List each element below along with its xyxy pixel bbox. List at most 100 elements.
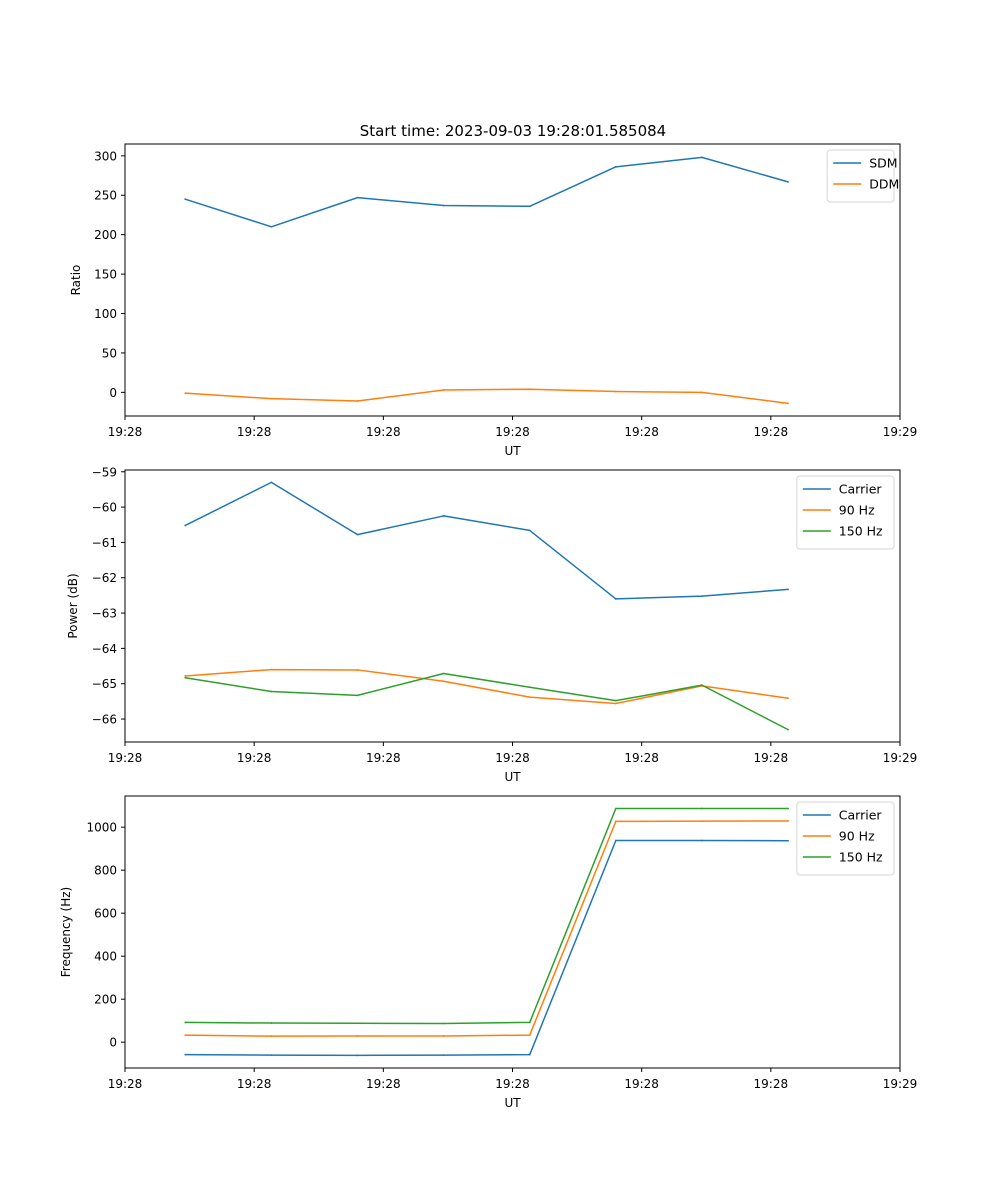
x-tick-label: 19:29	[883, 751, 918, 765]
x-tick-label: 19:28	[108, 751, 143, 765]
data-point	[701, 391, 703, 394]
y-axis-label: Frequency (Hz)	[59, 887, 73, 978]
data-point	[270, 397, 273, 400]
plot-panel-3: 19:28 19:28 19:28 19:28 19:28 19:28 19:29 0 200 4…	[59, 795, 917, 1110]
data-point	[614, 702, 617, 705]
y-tick-label: −63	[92, 607, 117, 621]
data-point	[528, 1034, 531, 1037]
data-point	[442, 389, 445, 391]
data-point	[270, 481, 273, 484]
series-90-hz	[184, 668, 789, 705]
data-point	[184, 675, 187, 677]
y-tick-label: 200	[94, 993, 117, 1007]
data-point	[701, 595, 703, 598]
data-point	[442, 672, 445, 675]
data-point	[701, 820, 703, 823]
y-axis-label: Power (dB)	[66, 573, 80, 638]
data-point	[701, 684, 703, 687]
y-tick-label: 200	[94, 228, 117, 242]
data-point	[528, 696, 531, 699]
x-tick-label: 19:28	[754, 1077, 789, 1091]
data-point	[787, 697, 789, 700]
x-tick-label: 19:29	[883, 425, 918, 439]
y-tick-label: 400	[94, 950, 117, 964]
data-point	[356, 1022, 359, 1025]
y-axis-label: Ratio	[69, 265, 83, 296]
plot-panel-2: 19:28 19:28 19:28 19:28 19:28 19:28 19:29 −66 −6…	[66, 465, 917, 784]
series-line	[185, 668, 789, 705]
y-tick-label: 600	[94, 907, 117, 921]
x-tick-label: 19:28	[237, 1077, 272, 1091]
data-point	[528, 1053, 531, 1056]
data-point	[614, 598, 617, 600]
data-point	[787, 588, 789, 591]
data-point	[184, 1034, 187, 1037]
data-point	[356, 694, 359, 697]
legend: SDM DDM	[826, 149, 899, 203]
data-point	[701, 156, 703, 159]
series-line	[185, 807, 789, 1025]
data-point	[270, 1054, 273, 1056]
legend: Carrier 90 Hz 150 Hz	[796, 801, 895, 876]
data-point	[270, 668, 273, 671]
data-point	[356, 400, 359, 402]
y-tick-label: −59	[92, 465, 117, 479]
x-tick-label: 19:28	[366, 425, 401, 439]
data-point	[787, 180, 789, 183]
x-tick-label: 19:28	[754, 425, 789, 439]
y-tick-label: 0	[109, 1036, 117, 1050]
y-tick-label: 0	[109, 386, 117, 400]
data-point	[528, 205, 531, 208]
data-point	[614, 390, 617, 393]
data-point	[614, 839, 617, 842]
data-point	[270, 225, 273, 228]
legend-label: Carrier	[839, 808, 883, 823]
data-point	[184, 524, 187, 527]
data-point	[701, 839, 703, 842]
y-tick-label: 1000	[86, 821, 117, 835]
data-point	[184, 676, 187, 679]
y-tick-label: −65	[92, 677, 117, 691]
legend-label: DDM	[869, 177, 899, 192]
x-tick-label: 19:28	[108, 1077, 143, 1091]
data-point	[442, 1054, 445, 1056]
data-point	[442, 680, 445, 683]
series-90-hz	[184, 820, 789, 1038]
x-tick-label: 19:28	[624, 425, 659, 439]
x-tick-label: 19:28	[624, 751, 659, 765]
data-point	[442, 1022, 445, 1025]
data-point	[356, 1035, 359, 1037]
legend-label: 90 Hz	[839, 503, 875, 518]
data-point	[442, 204, 445, 207]
data-point	[356, 533, 359, 536]
x-tick-label: 19:28	[495, 425, 530, 439]
x-tick-label: 19:28	[366, 1077, 401, 1091]
legend-label: 90 Hz	[839, 829, 875, 844]
y-tick-label: 50	[102, 346, 117, 360]
y-tick-label: 300	[94, 149, 117, 163]
y-tick-label: −60	[92, 501, 117, 515]
data-point	[270, 1022, 273, 1024]
series-line	[185, 156, 789, 228]
data-point	[442, 1035, 445, 1037]
legend: Carrier 90 Hz 150 Hz	[796, 475, 895, 550]
y-tick-label: 150	[94, 268, 117, 282]
data-point	[270, 1035, 273, 1038]
x-tick-label: 19:28	[495, 1077, 530, 1091]
data-point	[270, 690, 273, 693]
data-point	[614, 820, 617, 823]
series-sdm	[184, 156, 789, 228]
x-axis-label: UT	[504, 770, 521, 784]
data-point	[184, 1021, 187, 1024]
data-point	[184, 198, 187, 201]
data-point	[528, 388, 531, 391]
data-point	[787, 820, 789, 822]
data-point	[356, 669, 359, 671]
legend-label: 150 Hz	[839, 524, 883, 539]
series-line	[184, 481, 789, 600]
x-tick-label: 19:28	[108, 425, 143, 439]
data-point	[614, 699, 617, 702]
x-tick-label: 19:28	[624, 1077, 659, 1091]
data-point	[356, 196, 359, 199]
